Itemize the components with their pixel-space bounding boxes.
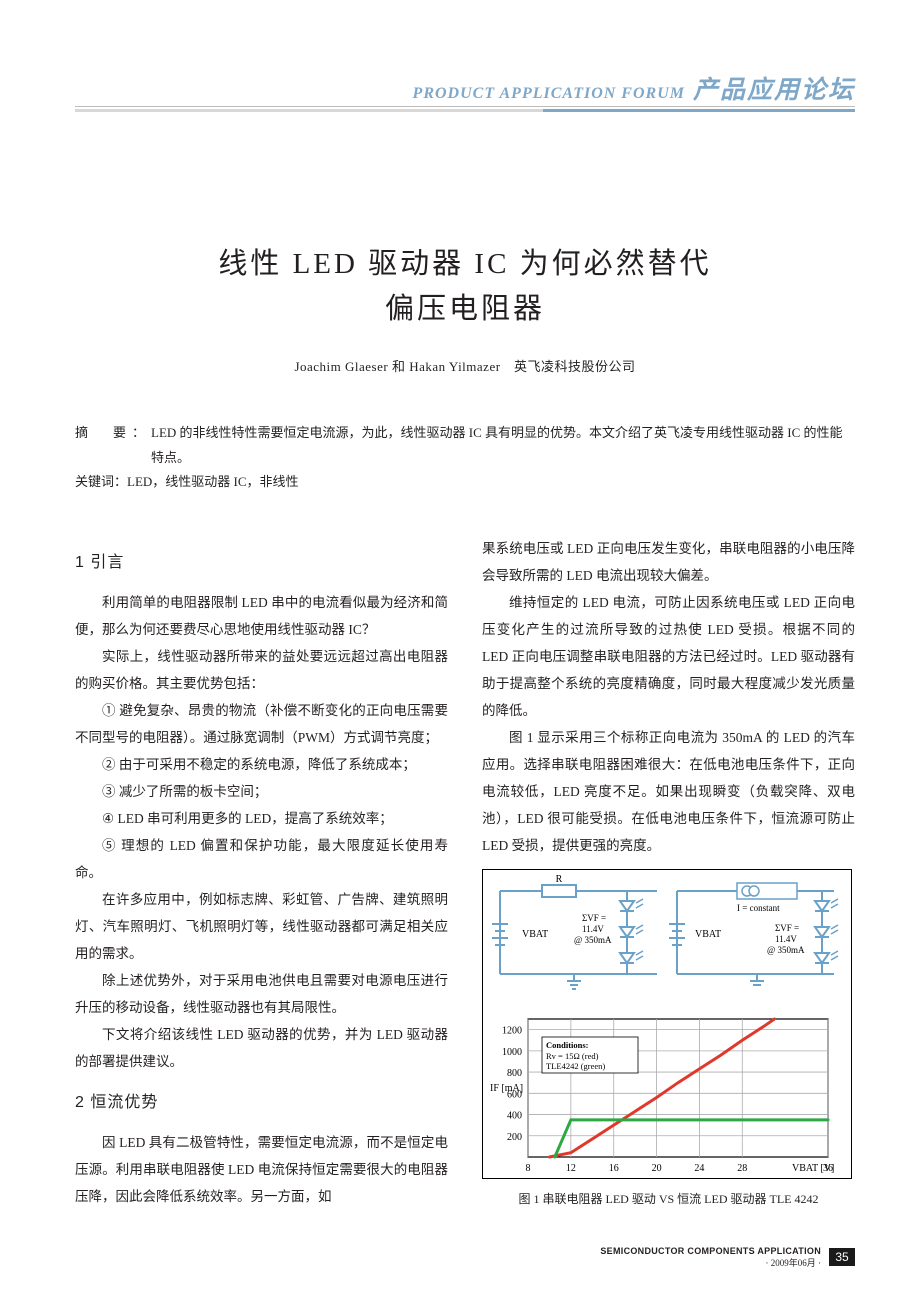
para: 图 1 显示采用三个标称正向电流为 350mA 的 LED 的汽车应用。选择串联…: [482, 724, 855, 859]
para: ① 避免复杂、昂贵的物流（补偿不断变化的正向电压需要不同型号的电阻器）。通过脉宽…: [75, 697, 448, 751]
svg-text:@ 350mA: @ 350mA: [767, 945, 805, 955]
svg-text:16: 16: [609, 1163, 619, 1174]
page-footer: SEMICONDUCTOR COMPONENTS APPLICATION · 2…: [600, 1245, 855, 1270]
figure-1-caption: 图 1 串联电阻器 LED 驱动 VS 恒流 LED 驱动器 TLE 4242: [482, 1187, 855, 1211]
header-english: PRODUCT APPLICATION FORUM: [413, 85, 685, 103]
abstract-block: 摘 要： LED 的非线性特性需要恒定电流源，为此，线性驱动器 IC 具有明显的…: [75, 421, 855, 495]
svg-text:1200: 1200: [502, 1026, 522, 1037]
svg-text:20: 20: [652, 1163, 662, 1174]
svg-text:8: 8: [526, 1163, 531, 1174]
section-1-head: 1 引言: [75, 547, 448, 579]
svg-text:Rv = 15Ω (red): Rv = 15Ω (red): [546, 1051, 599, 1061]
right-column: 果系统电压或 LED 正向电压发生变化，串联电阻器的小电压降会导致所需的 LED…: [482, 535, 855, 1211]
svg-text:200: 200: [507, 1132, 522, 1143]
svg-text:24: 24: [694, 1163, 704, 1174]
section-2-head: 2 恒流优势: [75, 1087, 448, 1119]
svg-text:VBAT [V]: VBAT [V]: [792, 1163, 834, 1174]
svg-text:11.4V: 11.4V: [582, 924, 604, 934]
svg-text:VBAT: VBAT: [522, 929, 548, 940]
svg-text:12: 12: [566, 1163, 576, 1174]
svg-text:VBAT: VBAT: [695, 929, 721, 940]
para: 利用简单的电阻器限制 LED 串中的电流看似最为经济和简便，那么为何还要费尽心思…: [75, 589, 448, 643]
svg-text:28: 28: [737, 1163, 747, 1174]
para: 维持恒定的 LED 电流，可防止因系统电压或 LED 正向电压变化产生的过流所导…: [482, 589, 855, 724]
footer-publication: SEMICONDUCTOR COMPONENTS APPLICATION: [600, 1245, 821, 1258]
abstract-text: LED 的非线性特性需要恒定电流源，为此，线性驱动器 IC 具有明显的优势。本文…: [151, 421, 855, 470]
svg-text:R: R: [556, 874, 563, 885]
keywords-label: 关键词：: [75, 470, 127, 495]
authors: Joachim Glaeser 和 Hakan Yilmazer 英飞凌科技股份…: [75, 356, 855, 375]
body-columns: 1 引言 利用简单的电阻器限制 LED 串中的电流看似最为经济和简便，那么为何还…: [75, 535, 855, 1211]
para: 下文将介绍该线性 LED 驱动器的优势，并为 LED 驱动器的部署提供建议。: [75, 1021, 448, 1075]
article-title: 线性 LED 驱动器 IC 为何必然替代 偏压电阻器: [75, 242, 855, 332]
para: ④ LED 串可利用更多的 LED，提高了系统效率；: [75, 805, 448, 832]
svg-text:11.4V: 11.4V: [775, 934, 797, 944]
svg-text:TLE4242 (green): TLE4242 (green): [546, 1061, 605, 1071]
svg-text:IF [mA]: IF [mA]: [490, 1083, 523, 1094]
para: 果系统电压或 LED 正向电压发生变化，串联电阻器的小电压降会导致所需的 LED…: [482, 535, 855, 589]
page-number: 35: [829, 1248, 855, 1266]
keywords-text: LED，线性驱动器 IC，非线性: [127, 470, 855, 495]
left-column: 1 引言 利用简单的电阻器限制 LED 串中的电流看似最为经济和简便，那么为何还…: [75, 535, 448, 1211]
svg-text:Conditions:: Conditions:: [546, 1040, 589, 1050]
header-chinese: 产品应用论坛: [693, 70, 855, 106]
para: 因 LED 具有二极管特性，需要恒定电流源，而不是恒定电压源。利用串联电阻器使 …: [75, 1129, 448, 1210]
svg-text:1000: 1000: [502, 1047, 522, 1058]
figure-1-svg: RVBATΣVF =11.4V@ 350mAI = constantVBATΣV…: [482, 869, 852, 1179]
header-underline: [75, 109, 855, 112]
header-bar: PRODUCT APPLICATION FORUM 产品应用论坛: [75, 70, 855, 107]
svg-text:800: 800: [507, 1068, 522, 1079]
title-line-2: 偏压电阻器: [75, 287, 855, 332]
para: ③ 减少了所需的板卡空间；: [75, 778, 448, 805]
svg-text:ΣVF =: ΣVF =: [582, 913, 606, 923]
svg-text:I = constant: I = constant: [737, 903, 780, 913]
figure-1: RVBATΣVF =11.4V@ 350mAI = constantVBATΣV…: [482, 869, 855, 1211]
para: ⑤ 理想的 LED 偏置和保护功能，最大限度延长使用寿命。: [75, 832, 448, 886]
para: 实际上，线性驱动器所带来的益处要远远超过高出电阻器的购买价格。其主要优势包括：: [75, 643, 448, 697]
svg-text:ΣVF =: ΣVF =: [775, 923, 799, 933]
para: 除上述优势外，对于采用电池供电且需要对电源电压进行升压的移动设备，线性驱动器也有…: [75, 967, 448, 1021]
svg-text:@ 350mA: @ 350mA: [574, 935, 612, 945]
svg-text:400: 400: [507, 1110, 522, 1121]
footer-date: · 2009年06月 ·: [600, 1257, 821, 1270]
para: ② 由于可采用不稳定的系统电源，降低了系统成本；: [75, 751, 448, 778]
para: 在许多应用中，例如标志牌、彩虹管、广告牌、建筑照明灯、汽车照明灯、飞机照明灯等，…: [75, 886, 448, 967]
abstract-label: 摘 要：: [75, 421, 151, 470]
title-line-1: 线性 LED 驱动器 IC 为何必然替代: [75, 242, 855, 287]
